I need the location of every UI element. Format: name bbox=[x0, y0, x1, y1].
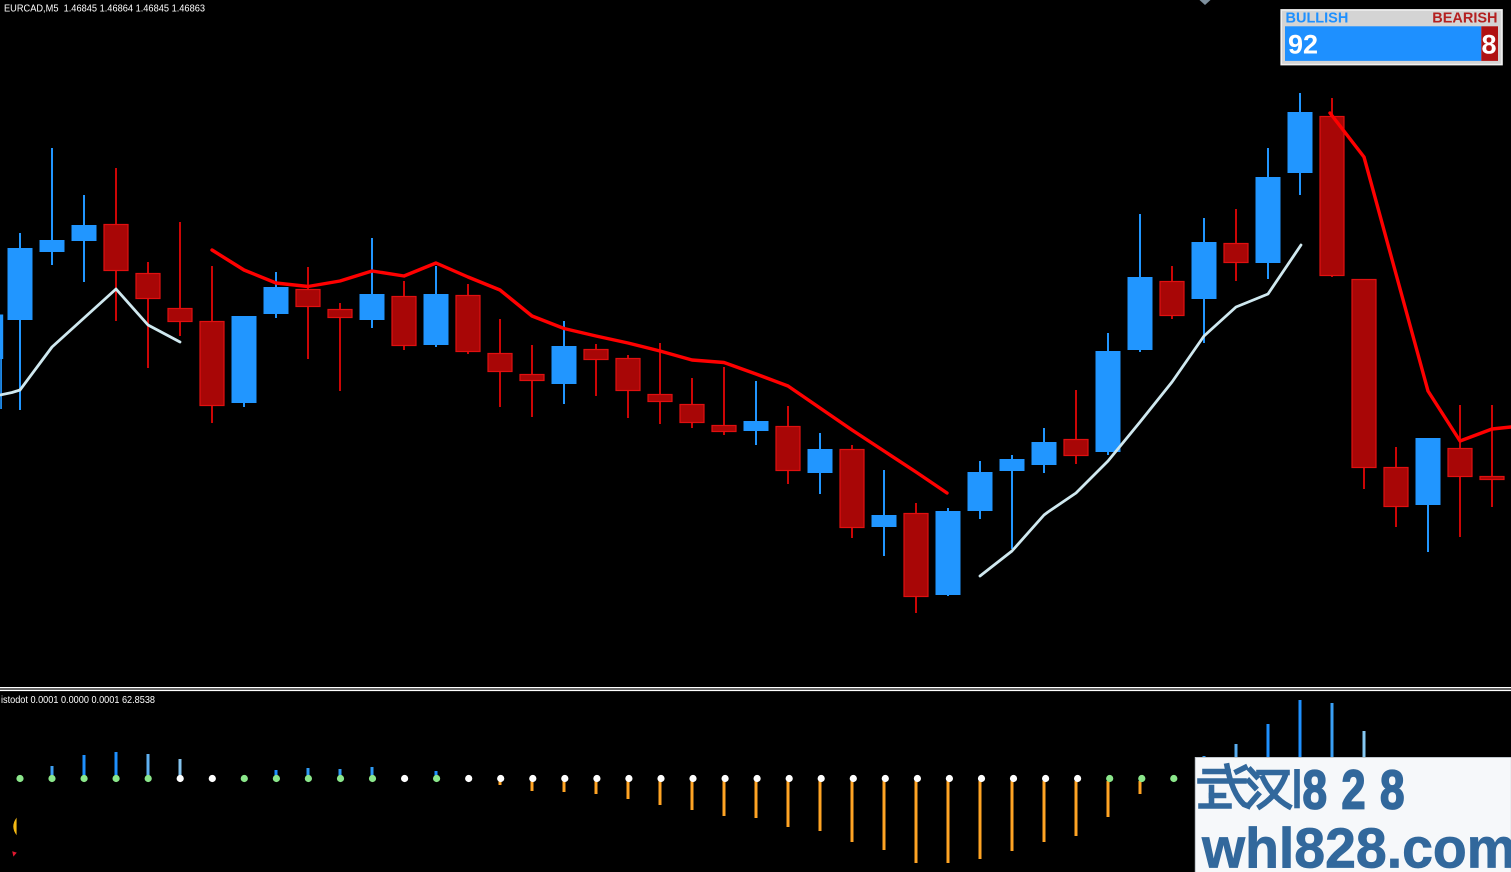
svg-text:8: 8 bbox=[1481, 30, 1496, 60]
svg-text:8: 8 bbox=[1380, 759, 1405, 820]
svg-text:8: 8 bbox=[1303, 759, 1328, 820]
svg-text:92: 92 bbox=[1288, 30, 1318, 60]
svg-text:BULLISH: BULLISH bbox=[1286, 11, 1349, 27]
svg-text:istodot 0.0001 0.0000 0.0001 6: istodot 0.0001 0.0000 0.0001 62.8538 bbox=[1, 695, 155, 706]
svg-text:EURCAD,M5 1.46845 1.46864 1.4: EURCAD,M5 1.46845 1.46864 1.46845 1.4686… bbox=[4, 3, 205, 14]
svg-text:2: 2 bbox=[1342, 759, 1366, 820]
svg-text:BEARISH: BEARISH bbox=[1432, 11, 1497, 27]
svg-text:whl828.com: whl828.com bbox=[1201, 817, 1511, 872]
